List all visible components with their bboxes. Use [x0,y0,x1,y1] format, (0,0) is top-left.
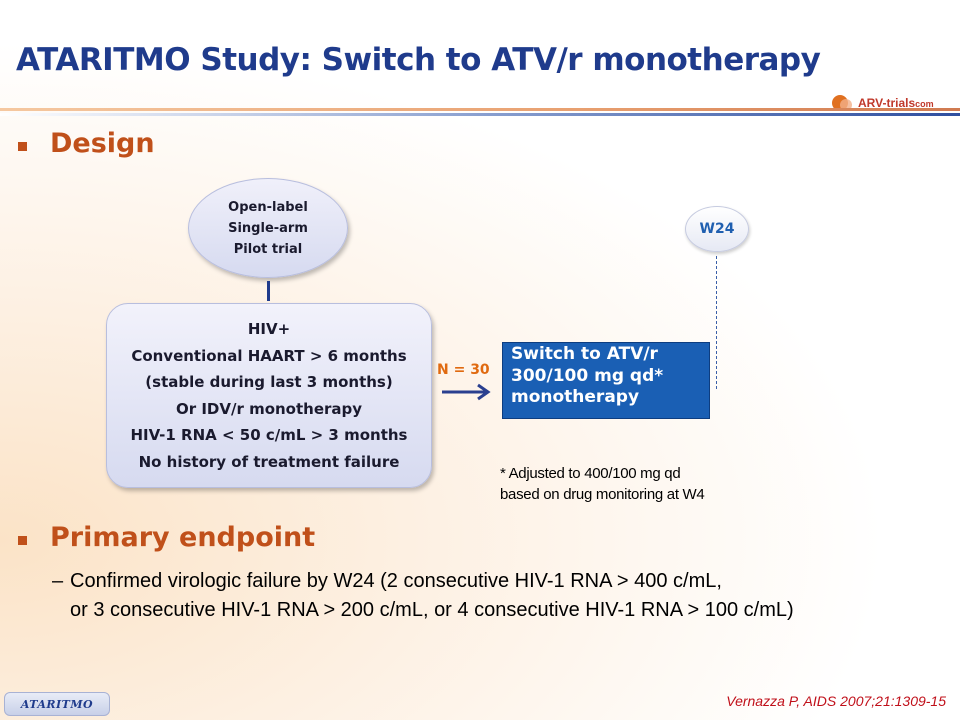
arrow-right-icon [442,383,491,401]
criteria-line: HIV-1 RNA < 50 c/mL > 3 months [130,426,408,444]
endpoint-line: Confirmed virologic failure by W24 (2 co… [70,570,722,592]
footnote-line: * Adjusted to 400/100 mg qd [500,465,681,482]
logo-suffix: com [915,99,934,109]
timepoint-dashed-line [716,256,717,389]
treatment-line: monotherapy [511,387,640,407]
treatment-line: Switch to ATV/r [511,344,658,364]
primary-endpoint-heading: Primary endpoint [50,522,316,553]
design-heading: Design [50,128,155,159]
criteria-line: Or IDV/r monotherapy [175,399,363,418]
citation: Vernazza P, AIDS 2007;21:1309-15 [726,693,946,709]
logo-main: ARV-trials [858,96,916,110]
design-line: Single-arm [228,220,308,236]
endpoint-line: or 3 consecutive HIV-1 RNA > 200 c/mL, o… [70,599,794,621]
dash-marker: – [52,570,64,592]
criteria-line: HIV+ [247,320,291,338]
criteria-line: Conventional HAART > 6 months [131,346,407,365]
study-tag: ATARITMO [4,692,110,716]
slide-title: ATARITMO Study: Switch to ATV/r monother… [16,42,821,78]
primary-endpoint-text: – Confirmed virologic failure by W24 (2 c… [52,567,794,625]
header-divider-top [0,108,960,111]
treatment-arm-box: Switch to ATV/r 300/100 mg qd* monothera… [502,342,710,419]
design-line: Pilot trial [233,241,303,257]
timepoint-bubble: W24 [685,206,749,252]
logo: ARV-trialscom [858,96,934,110]
footnote-line: based on drug monitoring at W4 [500,486,705,503]
inclusion-criteria-box: HIV+ Conventional HAART > 6 months (stab… [106,303,432,488]
connector-line [267,281,270,301]
criteria-line: (stable during last 3 months) [145,373,393,391]
bullet-icon [18,536,27,545]
study-design-ellipse: Open-label Single-arm Pilot trial [188,178,348,278]
sample-size-label: N = 30 [437,362,490,378]
header-divider-bottom [0,113,960,116]
footnote: * Adjusted to 400/100 mg qd based on dru… [500,463,705,505]
criteria-line: No history of treatment failure [138,452,400,471]
treatment-line: 300/100 mg qd* [511,365,664,386]
bullet-icon [18,142,27,151]
design-line: Open-label [228,199,308,215]
